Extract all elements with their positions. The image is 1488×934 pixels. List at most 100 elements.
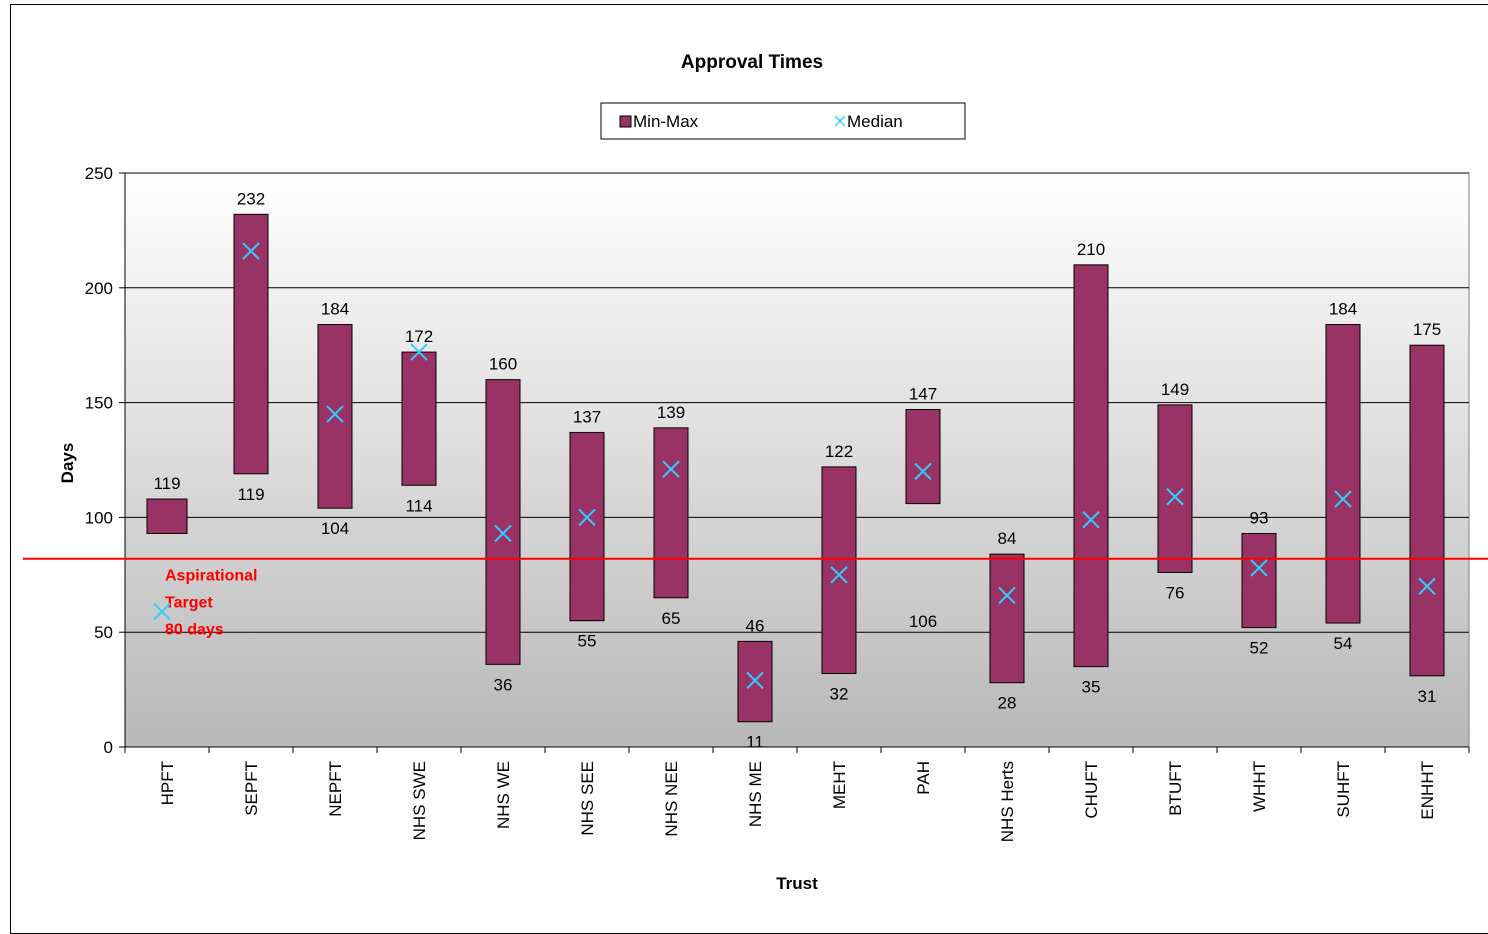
max-label-1: 232	[237, 189, 265, 208]
median-marker-10	[998, 586, 1016, 605]
min-label-4: 36	[494, 675, 513, 694]
median-marker-stroke-b	[914, 462, 932, 481]
median-marker-14	[1334, 490, 1352, 508]
range-bar-12	[1157, 404, 1193, 574]
median-marker-13	[1250, 559, 1268, 577]
median-marker-stroke-b	[494, 524, 512, 543]
median-marker-stroke-b	[1250, 559, 1268, 577]
range-bar-4	[485, 379, 521, 665]
x-tick-label-3: NHS SWE	[410, 761, 429, 840]
y-tick-label-150: 150	[85, 394, 113, 413]
x-tick-label-10: NHS Herts	[998, 761, 1017, 842]
x-tick-label-4: NHS WE	[494, 761, 513, 829]
max-label-13: 93	[1250, 508, 1269, 527]
chart-title: Approval Times	[681, 52, 823, 73]
median-marker-6	[662, 460, 680, 478]
y-tick-label-50: 50	[94, 623, 113, 642]
max-label-3: 172	[405, 327, 433, 346]
y-tick-label-200: 200	[85, 279, 113, 298]
x-tick-label-13: WHHT	[1250, 761, 1269, 812]
target-label-line-1: Target	[165, 595, 213, 612]
range-bar-10	[989, 553, 1025, 684]
y-tick-label-0: 0	[104, 738, 113, 757]
y-tick-label-100: 100	[85, 508, 113, 527]
median-marker-2	[326, 405, 344, 423]
y-tick-label-250: 250	[85, 164, 113, 183]
min-label-2: 104	[321, 519, 349, 538]
x-tick-label-12: BTUFT	[1166, 761, 1185, 816]
max-label-7: 46	[746, 616, 765, 635]
max-label-12: 149	[1161, 380, 1189, 399]
x-tick-label-8: MEHT	[830, 761, 849, 809]
median-marker-15	[1418, 577, 1436, 595]
range-bar-0	[146, 498, 188, 534]
range-bar-8	[821, 466, 857, 675]
range-bar-3	[401, 351, 437, 486]
range-bar-14	[1325, 324, 1361, 624]
median-marker-0	[153, 602, 171, 621]
max-label-8: 122	[825, 442, 853, 461]
x-tick-label-11: CHUFT	[1082, 761, 1101, 819]
max-label-0: 119	[153, 474, 180, 493]
range-bar-13	[1241, 532, 1277, 629]
max-label-4: 160	[489, 355, 517, 374]
median-marker-stroke-b	[578, 508, 596, 527]
min-label-3: 114	[405, 496, 432, 515]
range-bar-5	[569, 431, 605, 622]
range-bar-9	[905, 408, 941, 505]
approval-times-chart: 0 50 100 150 200 250 HPFT SEPFT NEPFT NHS SWE NHS …	[23, 52, 1488, 893]
max-label-10: 84	[998, 529, 1017, 548]
range-bar-15	[1409, 344, 1445, 677]
median-marker-stroke-b	[1334, 490, 1352, 508]
legend: Min-Max Median	[600, 102, 966, 140]
range-bar-1	[233, 213, 269, 475]
min-label-13: 52	[1250, 639, 1269, 658]
x-tick-label-1: SEPFT	[242, 761, 261, 816]
x-tick-label-2: NEPFT	[326, 761, 345, 817]
legend-minmax-swatch	[619, 115, 632, 128]
median-marker-stroke-b	[1418, 577, 1436, 595]
median-marker-7	[746, 671, 764, 690]
range-bar-11	[1073, 264, 1109, 668]
target-label-line-2: 80 days	[165, 622, 224, 639]
x-tick-label-7: NHS ME	[746, 761, 765, 827]
median-marker-4	[494, 524, 512, 543]
median-marker-stroke-b	[242, 242, 260, 260]
median-marker-stroke-b	[326, 405, 344, 423]
legend-box	[600, 102, 966, 140]
median-marker-12	[1166, 488, 1184, 506]
median-marker-1	[242, 242, 260, 260]
min-label-6: 65	[662, 609, 681, 628]
median-marker-stroke-b	[830, 566, 848, 584]
median-marker-9	[914, 462, 932, 481]
min-label-1: 119	[237, 485, 264, 504]
legend-median-x-b	[834, 115, 846, 127]
chart-frame: 0 50 100 150 200 250 HPFT SEPFT NEPFT NHS SWE NHS …	[10, 4, 1488, 934]
x-tick-label-5: NHS SEE	[578, 761, 597, 836]
max-label-9: 147	[909, 384, 937, 403]
x-tick-label-9: PAH	[914, 761, 933, 795]
legend-minmax-label: Min-Max	[633, 112, 699, 131]
min-label-9: 106	[909, 612, 937, 631]
y-axis-title: Days	[58, 443, 77, 484]
median-marker-stroke-b	[410, 343, 428, 361]
max-label-5: 137	[573, 407, 601, 426]
range-bar-2	[317, 324, 353, 509]
median-marker-stroke-b	[746, 671, 764, 690]
x-tick-label-15: ENHHT	[1418, 761, 1437, 820]
legend-median-label: Median	[847, 112, 903, 131]
min-label-7: 11	[746, 733, 764, 752]
median-marker-stroke-b	[1082, 510, 1100, 529]
min-label-14: 54	[1334, 634, 1353, 653]
min-label-11: 35	[1082, 678, 1101, 697]
min-label-15: 31	[1418, 687, 1437, 706]
x-tick-label-0: HPFT	[158, 761, 177, 805]
max-label-14: 184	[1329, 300, 1357, 319]
min-label-5: 55	[578, 632, 597, 651]
max-label-2: 184	[321, 300, 349, 319]
x-axis-title: Trust	[776, 874, 818, 893]
max-label-15: 175	[1413, 320, 1441, 339]
median-marker-stroke-b	[662, 460, 680, 478]
target-label-line-0: Aspirational	[165, 568, 257, 585]
min-label-12: 76	[1166, 584, 1185, 603]
